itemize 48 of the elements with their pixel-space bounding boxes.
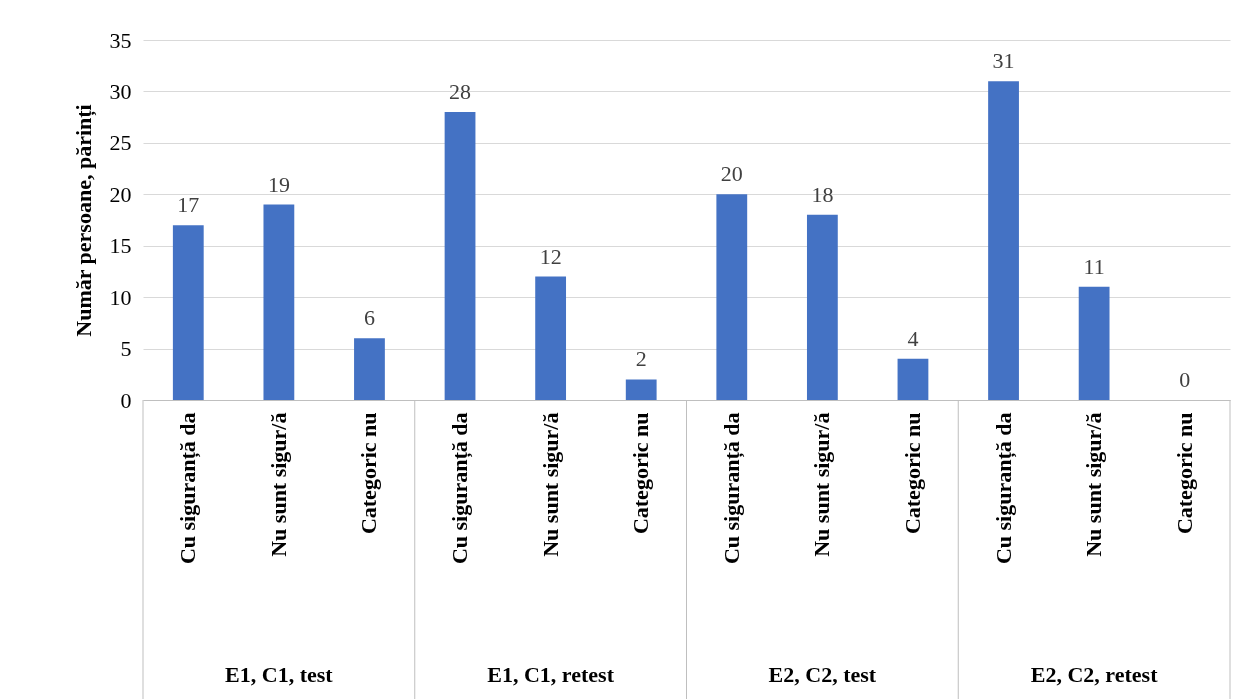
bar: [988, 81, 1019, 400]
text: E1, C1, test: [225, 662, 334, 687]
y-tick-label: 35: [109, 27, 132, 53]
bar: [535, 276, 567, 400]
text: E2, C2, retest: [1030, 662, 1159, 687]
data-label: 17: [177, 192, 200, 218]
data-label: 19: [267, 171, 290, 197]
x-tick-label: Cu siguranță da: [175, 412, 202, 565]
bar: [354, 338, 385, 400]
x-tick-label: Categoric nu: [1171, 412, 1197, 535]
bar: [806, 214, 838, 400]
x-tick-label: Categoric nu: [899, 412, 925, 535]
y-tick-label: 25: [109, 130, 132, 156]
y-tick-label: 15: [109, 233, 132, 259]
x-tick-label: Nu sunt sigur/ă: [1081, 412, 1107, 557]
bar: [444, 112, 476, 400]
data-label: 11: [1083, 253, 1105, 279]
x-tick-label: Cu siguranță da: [990, 412, 1017, 565]
data-label: 18: [811, 181, 834, 207]
data-label: 28: [449, 79, 472, 104]
x-tick-label: Categoric nu: [628, 412, 654, 535]
data-label: 20: [720, 161, 743, 187]
y-tick-label: 20: [109, 181, 132, 207]
x-tick-label: Categoric nu: [356, 412, 382, 535]
bar: [172, 225, 204, 400]
x-tick-label: Nu sunt sigur/ă: [537, 412, 563, 557]
data-label: 2: [635, 346, 647, 372]
y-axis-title: Număr persoane, părinți: [70, 104, 97, 337]
y-tick-label: 5: [120, 336, 132, 362]
x-tick-label: Nu sunt sigur/ă: [809, 412, 835, 557]
x-tick-label: Nu sunt sigur/ă: [265, 412, 291, 557]
text: E1, C1, retest: [487, 662, 615, 687]
text: E2, C2, test: [768, 662, 877, 687]
x-tick-label: Cu siguranță da: [447, 412, 474, 565]
y-tick-label: 30: [109, 78, 132, 104]
bar: [1078, 286, 1110, 400]
y-tick-label: 0: [120, 387, 132, 413]
data-label: 31: [992, 48, 1015, 74]
data-label: 0: [1179, 367, 1191, 392]
data-label: 4: [907, 325, 919, 351]
x-tick-label: Cu siguranță da: [718, 412, 745, 565]
bar: [625, 379, 657, 400]
bar: [897, 358, 929, 400]
data-label: 12: [539, 243, 562, 269]
bar: [716, 194, 748, 400]
data-label: 6: [363, 305, 375, 331]
y-tick-label: 10: [109, 284, 132, 310]
bar: [263, 204, 295, 400]
